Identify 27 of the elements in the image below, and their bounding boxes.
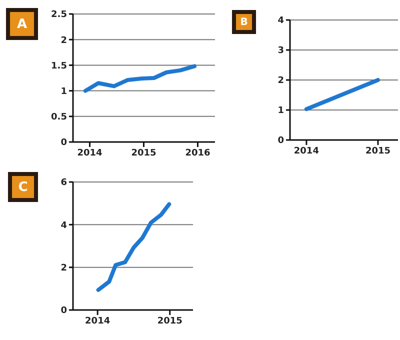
line-series [96, 202, 172, 292]
x-tick-label: 2015 [157, 316, 182, 326]
y-tick-label: 4 [278, 16, 284, 26]
x-tick-label: 2015 [131, 148, 156, 158]
x-tick-label: 2015 [365, 146, 391, 156]
y-tick-label: 2 [278, 76, 284, 86]
y-tick-label: 4 [60, 220, 67, 231]
y-tick-label: 0.5 [51, 112, 67, 123]
x-tick-label: 2014 [77, 148, 102, 158]
x-tick-label: 2016 [185, 148, 210, 158]
y-tick-label: 0 [278, 136, 284, 146]
y-tick-label: 1 [278, 106, 284, 116]
y-tick-label: 0 [60, 306, 67, 316]
x-tick-label: 2014 [294, 146, 319, 156]
line-series [83, 64, 196, 93]
chart-title: C [8, 172, 38, 202]
y-tick-label: 3 [278, 46, 284, 56]
y-tick-label: 6 [60, 178, 67, 188]
y-tick-label: 2 [60, 36, 67, 46]
x-tick-label: 2014 [85, 316, 110, 326]
y-tick-label: 0 [60, 138, 67, 148]
y-tick-label: 1.5 [51, 61, 67, 72]
y-tick-label: 2 [60, 264, 67, 274]
chart-title: A [6, 8, 38, 40]
y-tick-label: 1 [60, 86, 67, 97]
y-tick-label: 2.5 [51, 10, 67, 20]
chart-title: B [232, 10, 256, 34]
